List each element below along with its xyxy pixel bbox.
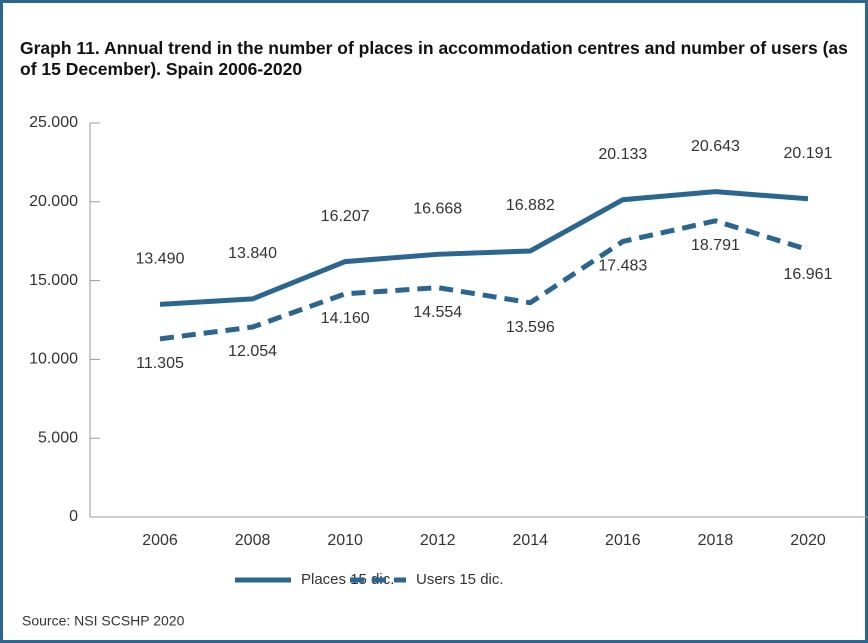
- x-tick-label: 2016: [605, 532, 641, 549]
- data-label: 13.490: [136, 251, 185, 268]
- data-label: 16.961: [784, 266, 833, 283]
- data-label: 20.191: [784, 145, 833, 162]
- data-label: 16.882: [506, 197, 555, 214]
- y-tick-label: 0: [69, 508, 78, 525]
- chart-title: Graph 11. Annual trend in the number of …: [20, 38, 848, 79]
- data-label: 20.643: [691, 138, 740, 155]
- x-tick-label: 2010: [327, 532, 363, 549]
- y-tick-label: 25.000: [29, 114, 78, 131]
- data-label: 17.483: [598, 258, 647, 275]
- x-tick-label: 2012: [420, 532, 456, 549]
- data-label: 13.840: [228, 245, 277, 262]
- legend-label: Users 15 dic.: [416, 571, 504, 588]
- series-line: [159, 189, 809, 307]
- data-label: 16.207: [321, 208, 370, 225]
- y-tick-label: 20.000: [29, 193, 78, 210]
- x-tick-label: 2006: [142, 532, 178, 549]
- x-tick-label: 2014: [512, 532, 548, 549]
- data-label: 20.133: [598, 146, 647, 163]
- data-label: 11.305: [136, 355, 184, 372]
- data-label: 18.791: [691, 237, 740, 254]
- data-label: 14.160: [321, 310, 370, 327]
- data-label: 14.554: [413, 304, 462, 321]
- legend-label: Places 15 dic.: [301, 571, 394, 588]
- y-tick-label: 10.000: [29, 351, 78, 368]
- source: Source: NSI SCSHP 2020: [22, 613, 185, 629]
- y-tick-label: 15.000: [29, 272, 78, 289]
- x-tick-label: 2018: [698, 532, 734, 549]
- data-label: 12.054: [228, 343, 277, 360]
- data-label: 16.668: [413, 201, 462, 218]
- series-line: [159, 218, 809, 342]
- y-tick-label: 5.000: [38, 429, 78, 446]
- x-tick-label: 2008: [235, 532, 271, 549]
- title-box: Graph 11. Annual trend in the number of …: [20, 38, 848, 79]
- data-label: 13.596: [506, 319, 555, 336]
- x-tick-label: 2020: [790, 532, 826, 549]
